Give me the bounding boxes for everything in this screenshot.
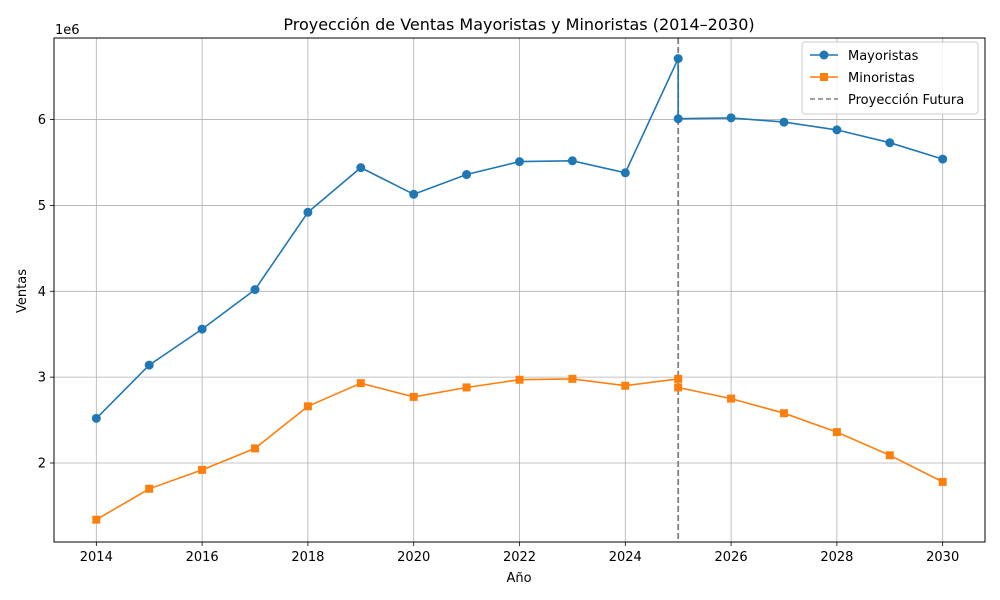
data-point-minoristas (568, 374, 577, 383)
series-line-minoristas (95, 377, 944, 521)
y-tick-label: 4 (38, 285, 46, 300)
data-point-mayoristas (832, 125, 842, 135)
data-point-minoristas (832, 428, 841, 437)
legend-mayoristas-label: Mayoristas (848, 49, 919, 64)
x-tick-label: 2028 (820, 550, 853, 565)
data-point-minoristas (145, 484, 154, 493)
y-tick-label: 2 (38, 457, 46, 472)
y-axis-label: Ventas (15, 269, 30, 313)
y-tick-label: 3 (38, 371, 46, 386)
data-point-minoristas (462, 383, 471, 392)
x-axis-label: Año (506, 571, 531, 586)
data-point-mayoristas (356, 163, 366, 173)
data-point-mayoristas (250, 285, 260, 295)
y-tick-label: 6 (38, 113, 46, 128)
x-tick-label: 2016 (186, 550, 219, 565)
x-tick-label: 2024 (609, 550, 642, 565)
data-point-mayoristas (620, 168, 630, 178)
data-point-minoristas (409, 392, 418, 401)
series-line-mayoristas (95, 58, 943, 419)
data-point-mayoristas (91, 413, 101, 423)
data-point-mayoristas (885, 138, 895, 148)
data-point-mayoristas (409, 189, 419, 199)
data-point-mayoristas (197, 324, 207, 334)
data-point-minoristas (938, 477, 947, 486)
data-point-minoristas (303, 402, 312, 411)
data-point-mayoristas (144, 360, 154, 370)
y-scale-offset: 1e6 (55, 23, 80, 38)
legend-mayoristas-marker (819, 50, 829, 60)
data-point-minoristas (621, 381, 630, 390)
y-axis: 2 3 4 5 6 (38, 113, 54, 472)
y-tick-label: 5 (38, 199, 46, 214)
data-point-minoristas (356, 379, 365, 388)
data-point-minoristas (885, 451, 894, 460)
data-point-minoristas (251, 444, 260, 453)
series-minoristas (92, 374, 947, 524)
data-point-minoristas (92, 515, 101, 524)
x-tick-label: 2022 (503, 550, 536, 565)
x-tick-label: 2026 (715, 550, 748, 565)
x-axis: 2014 2016 2018 2020 2022 2024 2026 2028 2030 (80, 542, 959, 565)
data-point-mayoristas (726, 113, 736, 123)
data-point-mayoristas (303, 207, 313, 217)
series-mayoristas (91, 54, 948, 423)
x-tick-label: 2020 (397, 550, 430, 565)
data-point-mayoristas (515, 157, 524, 167)
data-point-mayoristas (567, 156, 577, 166)
data-point-minoristas (198, 465, 207, 474)
data-point-minoristas (674, 374, 683, 383)
data-point-mayoristas (673, 114, 683, 124)
legend: Mayoristas Minoristas Proyección Futura (801, 41, 979, 115)
series-layer (91, 54, 948, 524)
data-point-minoristas (674, 383, 683, 392)
x-tick-label: 2014 (80, 550, 113, 565)
data-point-minoristas (779, 409, 788, 418)
data-point-mayoristas (779, 117, 789, 127)
chart-title: Proyección de Ventas Mayoristas y Minori… (283, 15, 754, 34)
legend-minoristas-label: Minoristas (848, 71, 915, 86)
data-point-mayoristas (462, 170, 472, 180)
legend-minoristas-marker (820, 73, 828, 81)
legend-box (801, 41, 979, 115)
legend-projection-label: Proyección Futura (848, 93, 964, 108)
data-point-minoristas (515, 375, 524, 384)
x-tick-label: 2018 (291, 550, 324, 565)
data-point-mayoristas (938, 154, 948, 164)
data-point-mayoristas (673, 54, 683, 64)
x-tick-label: 2030 (926, 550, 959, 565)
data-point-minoristas (727, 394, 736, 403)
